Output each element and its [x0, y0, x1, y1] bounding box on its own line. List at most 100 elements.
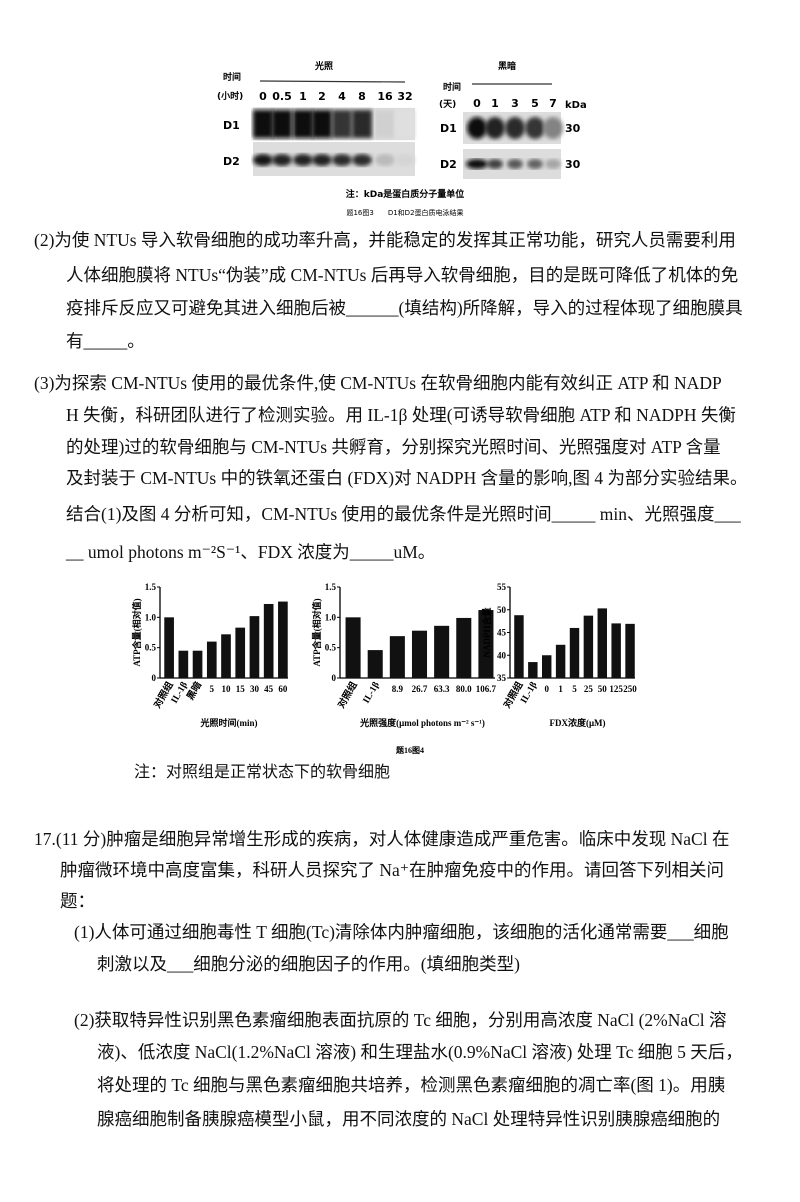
- bar: [263, 603, 274, 678]
- bar: [235, 627, 246, 678]
- text-line: 题：: [60, 891, 95, 911]
- x-tick-label: 黑暗: [184, 679, 204, 702]
- bar: [456, 617, 472, 678]
- x-tick-label: 25: [584, 684, 594, 694]
- y-tick-label: 45: [497, 628, 507, 638]
- text-line: 腺癌细胞制备胰腺癌模型小鼠，用不同浓度的 NaCl 处理特异性识别胰腺癌细胞的: [97, 1109, 721, 1129]
- figure-caption: 题16图4: [395, 745, 424, 755]
- gel-band: [543, 117, 563, 139]
- lane-label: 8: [358, 90, 366, 103]
- y-tick-label: 40: [497, 650, 507, 660]
- bar: [569, 627, 580, 678]
- gel-band: [293, 154, 313, 166]
- bar: [278, 601, 288, 678]
- x-tick-label: 1: [558, 684, 563, 694]
- y-axis-label: ATP含量(相对值): [131, 598, 142, 666]
- bar: [625, 623, 635, 678]
- bar: [411, 630, 428, 678]
- bar: [221, 634, 231, 678]
- dark-title: 黑暗: [498, 60, 516, 72]
- y-tick-label: 1.0: [325, 612, 337, 622]
- gel-band: [312, 110, 332, 138]
- x-tick-label: 15: [236, 684, 246, 694]
- gel-band: [505, 117, 525, 139]
- bar: [367, 650, 383, 678]
- bar: [555, 644, 566, 678]
- x-axis-label: 光照强度(μmol photons m⁻² s⁻¹): [359, 717, 485, 728]
- days-label: (天): [439, 99, 456, 110]
- lane-label: 32: [397, 90, 412, 103]
- row-label: D2: [223, 155, 240, 168]
- gel-band: [466, 159, 488, 169]
- time-label: 时间: [443, 81, 461, 93]
- bar: [345, 617, 361, 678]
- lane-label: 0: [473, 97, 481, 110]
- x-tick-label: 45: [264, 684, 274, 694]
- text-line: 人体细胞膜将 NTUs“伪装”成 CM-NTUs 后再导入软骨细胞，目的是既可降…: [66, 265, 739, 285]
- kda-label: kDa: [565, 100, 587, 111]
- row-label: D1: [223, 119, 240, 132]
- bar: [206, 641, 217, 678]
- gel-band: [272, 110, 292, 138]
- gel-band: [507, 159, 523, 169]
- y-tick-label: 50: [497, 605, 507, 615]
- gel-band: [525, 117, 545, 139]
- text-line: 疫排斥反应又可避免其进入细胞后被______(填结构)所降解，导入的过程体现了细…: [66, 298, 743, 318]
- x-tick-label: 5: [210, 684, 215, 694]
- gel-band: [395, 110, 415, 138]
- x-tick-label: 0: [544, 684, 549, 694]
- kda-value: 30: [565, 122, 581, 135]
- kda-value: 30: [565, 158, 581, 171]
- y-tick-label: 1.5: [145, 582, 157, 592]
- gel-band: [352, 154, 372, 166]
- x-tick-label: 对照组: [335, 679, 360, 710]
- gel-band: [332, 154, 352, 166]
- gel-band: [545, 159, 561, 169]
- text-line: 液)、低浓度 NaCl(1.2%NaCl 溶液) 和生理盐水(0.9%NaCl …: [97, 1042, 743, 1062]
- lane-label: 0.5: [272, 90, 292, 103]
- y-tick-label: 0.5: [325, 643, 337, 653]
- row-label: D1: [440, 122, 457, 135]
- text-line: 结合(1)及图 4 分析可知，CM-NTUs 使用的最优条件是光照时间_____…: [66, 504, 741, 524]
- x-tick-label: 63.3: [434, 684, 450, 694]
- lane-label: 1: [491, 97, 499, 110]
- y-tick-label: 1.0: [145, 612, 157, 622]
- figure-4-charts: 0 0.5 1.0 1.5 ATP含量(相对值) 对照组 IL-1β 黑暗 5 10 15 30 45 6…: [130, 575, 690, 760]
- y-tick-label: 55: [497, 582, 507, 592]
- y-tick-label: 0: [332, 673, 337, 683]
- x-tick-label: 8.9: [392, 684, 404, 694]
- text-line: 及封装于 CM-NTUs 中的铁氧还蛋白 (FDX)对 NADPH 含量的影响,…: [66, 468, 748, 488]
- gel-band: [293, 110, 313, 138]
- text-line: (2)为使 NTUs 导入软骨细胞的成功率升高，并能稳定的发挥其正常功能，研究人…: [34, 230, 736, 250]
- x-tick-label: 125: [609, 684, 623, 694]
- bar: [249, 616, 260, 678]
- gel-band: [253, 110, 273, 138]
- divider: [259, 80, 406, 83]
- y-axis-label: NADPH含量: [481, 608, 492, 658]
- bar: [583, 615, 594, 678]
- x-tick-label: 10: [222, 684, 232, 694]
- lane-label: 2: [318, 90, 326, 103]
- hours-label: (小时): [217, 90, 243, 102]
- text-line: (2)获取特异性识别黑色素瘤细胞表面抗原的 Tc 细胞，分别用高浓度 NaCl …: [74, 1010, 727, 1030]
- bar: [542, 655, 552, 678]
- text-line: H 失衡，科研团队进行了检测实验。用 IL-1β 处理(可诱导软骨细胞 ATP …: [66, 405, 736, 425]
- figure-caption: 题16图3 D1和D2蛋白质电泳结果: [346, 208, 463, 217]
- x-tick-label: 60: [278, 684, 288, 694]
- lane-label: 5: [531, 97, 539, 110]
- bar: [434, 625, 450, 678]
- x-axis-label: 光照时间(min): [200, 717, 258, 728]
- x-tick-label: 50: [598, 684, 608, 694]
- text-line: 刺激以及___细胞分泌的细胞因子的作用。(填细胞类型): [97, 954, 520, 974]
- light-title: 光照: [314, 60, 333, 72]
- x-tick-label: 250: [623, 684, 637, 694]
- bar: [514, 615, 524, 678]
- text-line: 肿瘤微环境中高度富集，科研人员探究了 Na⁺在肿瘤免疫中的作用。请回答下列相关问: [60, 860, 725, 880]
- y-tick-label: 0.5: [145, 643, 157, 653]
- bar: [478, 610, 494, 678]
- text-line: 将处理的 Tc 细胞与黑色素瘤细胞共培养，检测黑色素瘤细胞的凋亡率(图 1)。用…: [97, 1075, 726, 1095]
- bar: [597, 608, 607, 678]
- bar: [528, 662, 538, 678]
- row-label: D2: [440, 158, 457, 171]
